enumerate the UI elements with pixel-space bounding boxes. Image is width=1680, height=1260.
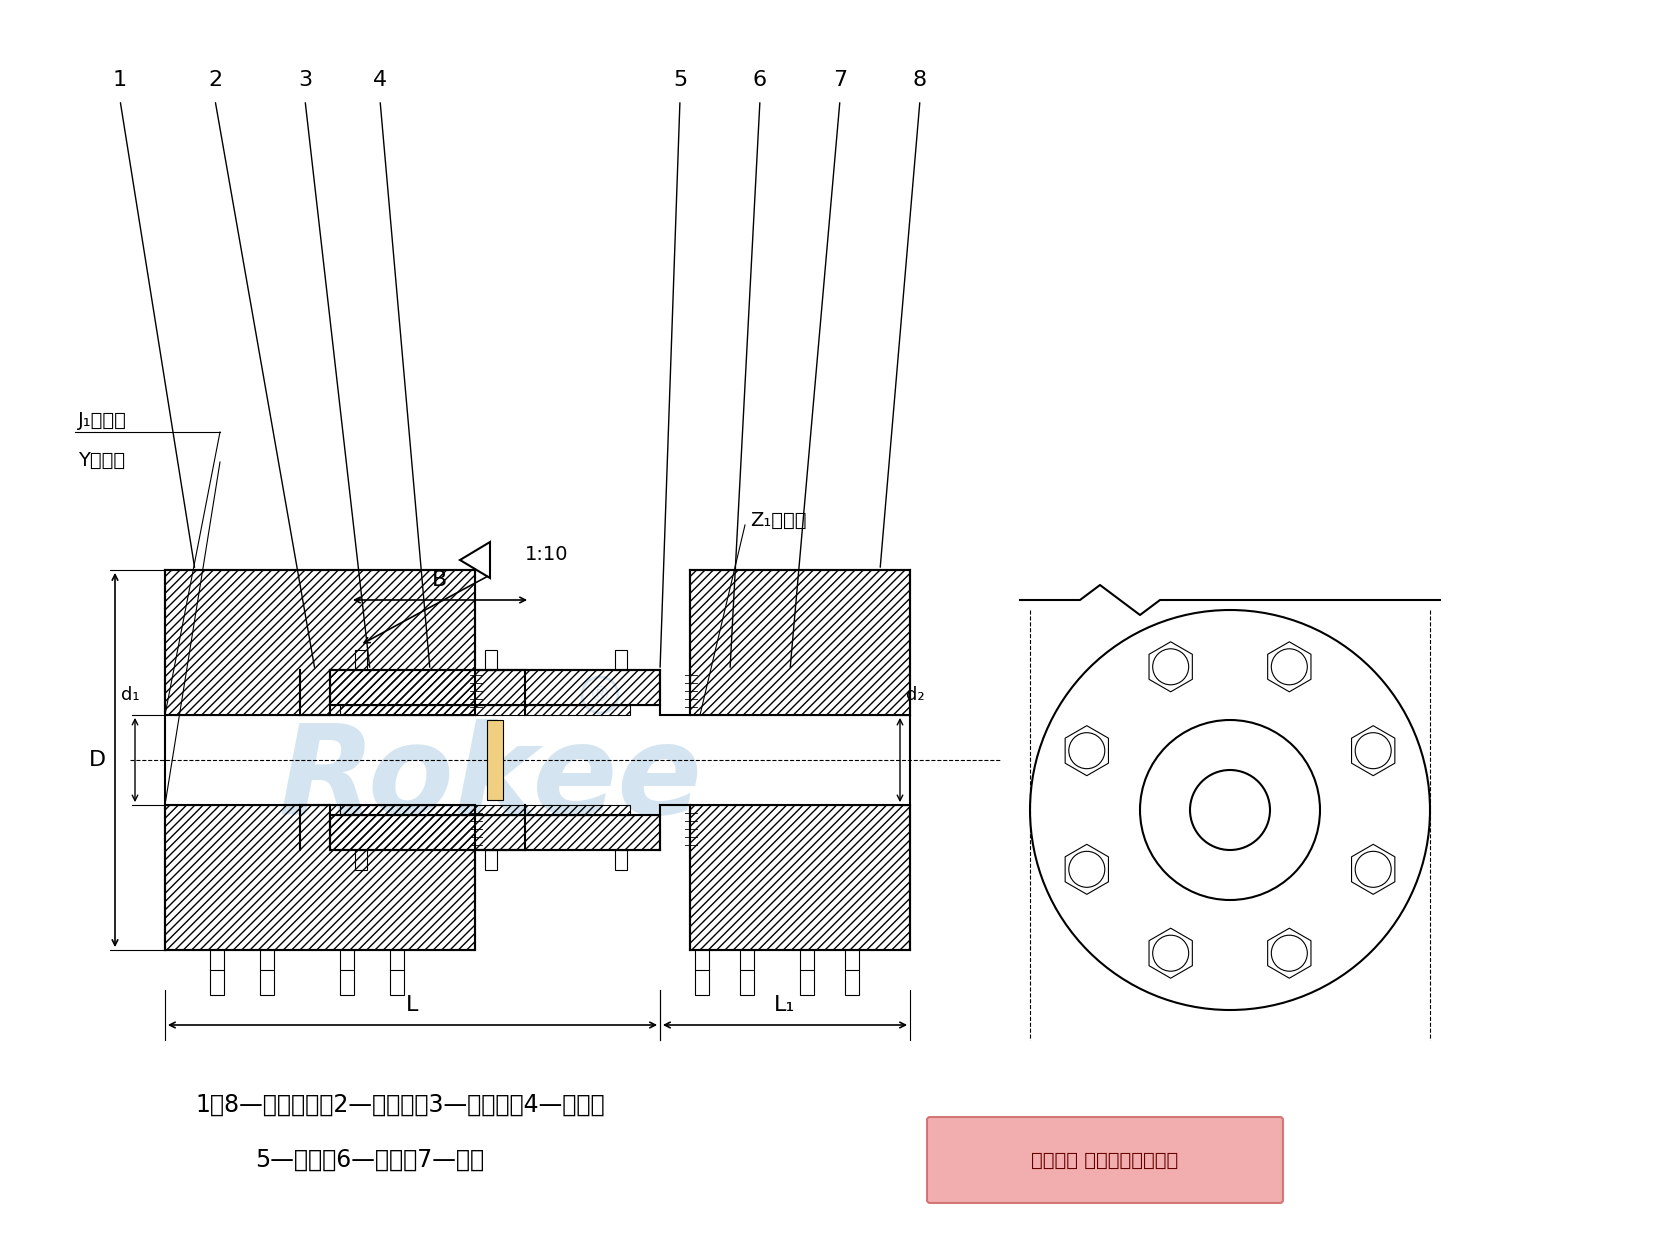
Bar [390, 970, 403, 995]
Text: 1、8—半联轴器；2—外挡板；3—内挡板；4—外套；: 1、8—半联轴器；2—外挡板；3—内挡板；4—外套； [195, 1092, 605, 1118]
Text: B: B [432, 570, 447, 590]
Bar [354, 650, 366, 670]
Text: 8: 8 [912, 71, 927, 89]
Bar [165, 570, 475, 714]
Text: 5: 5 [674, 71, 687, 89]
Text: L₁: L₁ [774, 995, 796, 1016]
Text: Z₁型轴孔: Z₁型轴孔 [749, 510, 806, 529]
FancyBboxPatch shape [927, 1118, 1284, 1203]
Text: 1:10: 1:10 [526, 546, 568, 564]
Text: 版权所有 侵权必被严厉追究: 版权所有 侵权必被严厉追究 [1032, 1150, 1179, 1169]
Bar [354, 850, 366, 869]
Bar [210, 970, 223, 995]
Bar [487, 719, 502, 800]
Text: d₂: d₂ [906, 685, 924, 704]
Bar [165, 805, 475, 950]
Text: J₁型轴孔: J₁型轴孔 [77, 411, 128, 430]
Bar [690, 805, 911, 950]
Text: 2: 2 [208, 71, 222, 89]
Text: 5—柱销；6—螺栓；7—垫圈: 5—柱销；6—螺栓；7—垫圈 [255, 1148, 484, 1172]
Bar [800, 970, 815, 995]
Text: D: D [89, 750, 106, 770]
Bar [845, 970, 858, 995]
Bar [615, 850, 627, 869]
Text: d₁: d₁ [121, 685, 139, 704]
Text: 3: 3 [297, 71, 312, 89]
Text: 4: 4 [373, 71, 386, 89]
Text: Rokee: Rokee [277, 719, 702, 840]
Bar [486, 850, 497, 869]
Text: Y型轴孔: Y型轴孔 [77, 451, 124, 470]
Text: L: L [407, 995, 418, 1016]
Bar [690, 570, 911, 714]
Bar [329, 670, 660, 706]
Bar [339, 970, 354, 995]
Bar [486, 650, 497, 670]
Bar [260, 970, 274, 995]
Bar [339, 706, 630, 714]
Text: 1: 1 [113, 71, 128, 89]
Text: 7: 7 [833, 71, 847, 89]
Bar [696, 970, 709, 995]
Bar [339, 805, 630, 815]
Bar [739, 970, 754, 995]
Text: 6: 6 [753, 71, 768, 89]
Text: ®: ® [588, 685, 612, 706]
Bar [615, 650, 627, 670]
Bar [329, 815, 660, 850]
